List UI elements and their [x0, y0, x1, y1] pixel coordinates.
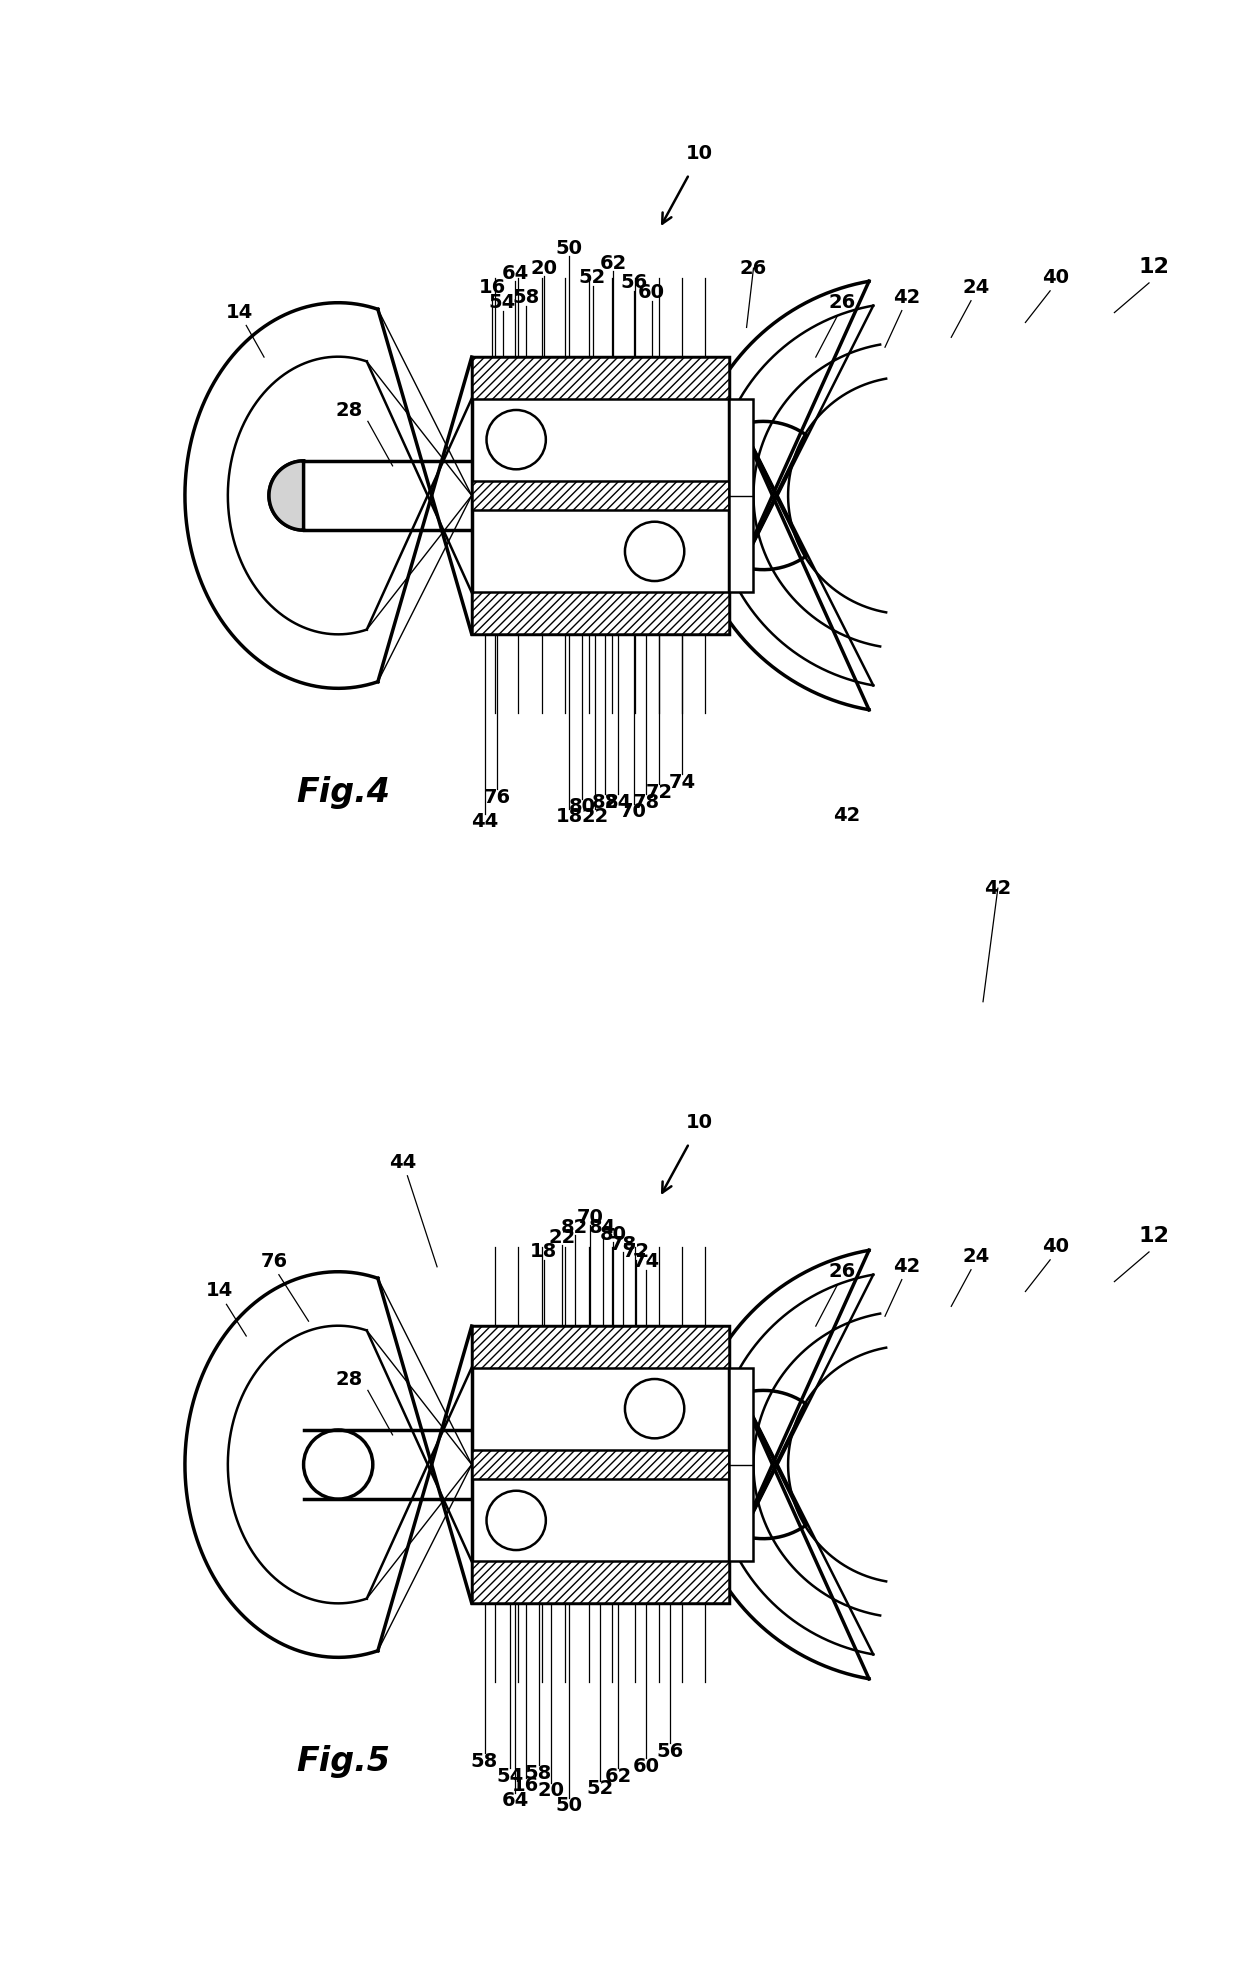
Text: 44: 44 [471, 813, 498, 831]
Bar [471, 1326, 729, 1603]
Text: 40: 40 [1042, 267, 1069, 287]
Bar [729, 399, 754, 593]
Bar [471, 1326, 729, 1367]
Text: 64: 64 [502, 263, 529, 283]
Text: 54: 54 [489, 293, 516, 312]
Text: 78: 78 [610, 1235, 637, 1253]
Bar [471, 1449, 729, 1479]
Text: 24: 24 [962, 1247, 990, 1267]
Bar [471, 481, 729, 511]
Text: 16: 16 [512, 1775, 539, 1795]
Text: 12: 12 [1138, 1226, 1169, 1245]
Text: 54: 54 [496, 1766, 523, 1785]
Text: 42: 42 [833, 805, 861, 825]
Text: 20: 20 [538, 1781, 565, 1801]
Text: 82: 82 [591, 793, 619, 811]
Text: 18: 18 [556, 807, 583, 827]
Text: 62: 62 [605, 1766, 632, 1785]
Text: 58: 58 [471, 1752, 498, 1772]
Text: 84: 84 [589, 1218, 616, 1237]
Text: 76: 76 [484, 788, 511, 807]
Text: 40: 40 [1042, 1237, 1069, 1255]
Text: 80: 80 [569, 797, 595, 817]
Text: 64: 64 [502, 1791, 529, 1811]
Text: 42: 42 [985, 878, 1012, 898]
Text: 74: 74 [668, 772, 696, 791]
Text: 10: 10 [686, 143, 713, 163]
Text: 26: 26 [828, 1261, 856, 1281]
Text: 70: 70 [577, 1208, 604, 1228]
Text: 56: 56 [656, 1742, 683, 1762]
Text: 52: 52 [587, 1779, 614, 1799]
Text: 80: 80 [600, 1226, 626, 1243]
Text: 42: 42 [893, 287, 920, 306]
Text: 28: 28 [336, 1371, 363, 1389]
Text: 60: 60 [632, 1756, 660, 1775]
Text: 50: 50 [556, 240, 583, 257]
Text: 50: 50 [556, 1797, 583, 1815]
Text: 58: 58 [512, 289, 539, 306]
Text: 26: 26 [828, 293, 856, 312]
Text: 26: 26 [740, 259, 768, 277]
Text: 16: 16 [479, 279, 506, 297]
Text: 72: 72 [646, 782, 673, 801]
Text: Fig.4: Fig.4 [296, 776, 391, 809]
Text: 12: 12 [1138, 257, 1169, 277]
Text: 58: 58 [525, 1764, 552, 1783]
Text: 62: 62 [599, 253, 626, 273]
Text: 10: 10 [686, 1114, 713, 1133]
Text: 84: 84 [605, 793, 632, 811]
Bar [471, 357, 729, 399]
Text: Fig.5: Fig.5 [296, 1746, 391, 1777]
Text: 52: 52 [579, 269, 606, 287]
Text: 28: 28 [336, 401, 363, 420]
Text: 82: 82 [560, 1218, 588, 1237]
Text: 78: 78 [632, 793, 660, 811]
Text: 60: 60 [639, 283, 665, 302]
Text: 20: 20 [531, 259, 557, 277]
Text: 14: 14 [206, 1281, 233, 1300]
Text: 56: 56 [620, 273, 647, 293]
Text: 42: 42 [893, 1257, 920, 1277]
Text: 18: 18 [529, 1243, 557, 1261]
Bar [471, 1561, 729, 1603]
Bar [729, 1367, 754, 1561]
Bar [471, 357, 729, 634]
Text: 22: 22 [582, 807, 609, 827]
Text: 44: 44 [389, 1153, 417, 1173]
Text: 70: 70 [620, 803, 647, 821]
Text: 72: 72 [622, 1243, 650, 1261]
Text: 74: 74 [632, 1253, 660, 1271]
Text: 76: 76 [260, 1251, 288, 1271]
Text: 14: 14 [226, 302, 253, 322]
Bar [471, 593, 729, 634]
Text: 22: 22 [548, 1228, 575, 1247]
Polygon shape [269, 462, 304, 530]
Text: 24: 24 [962, 277, 990, 297]
